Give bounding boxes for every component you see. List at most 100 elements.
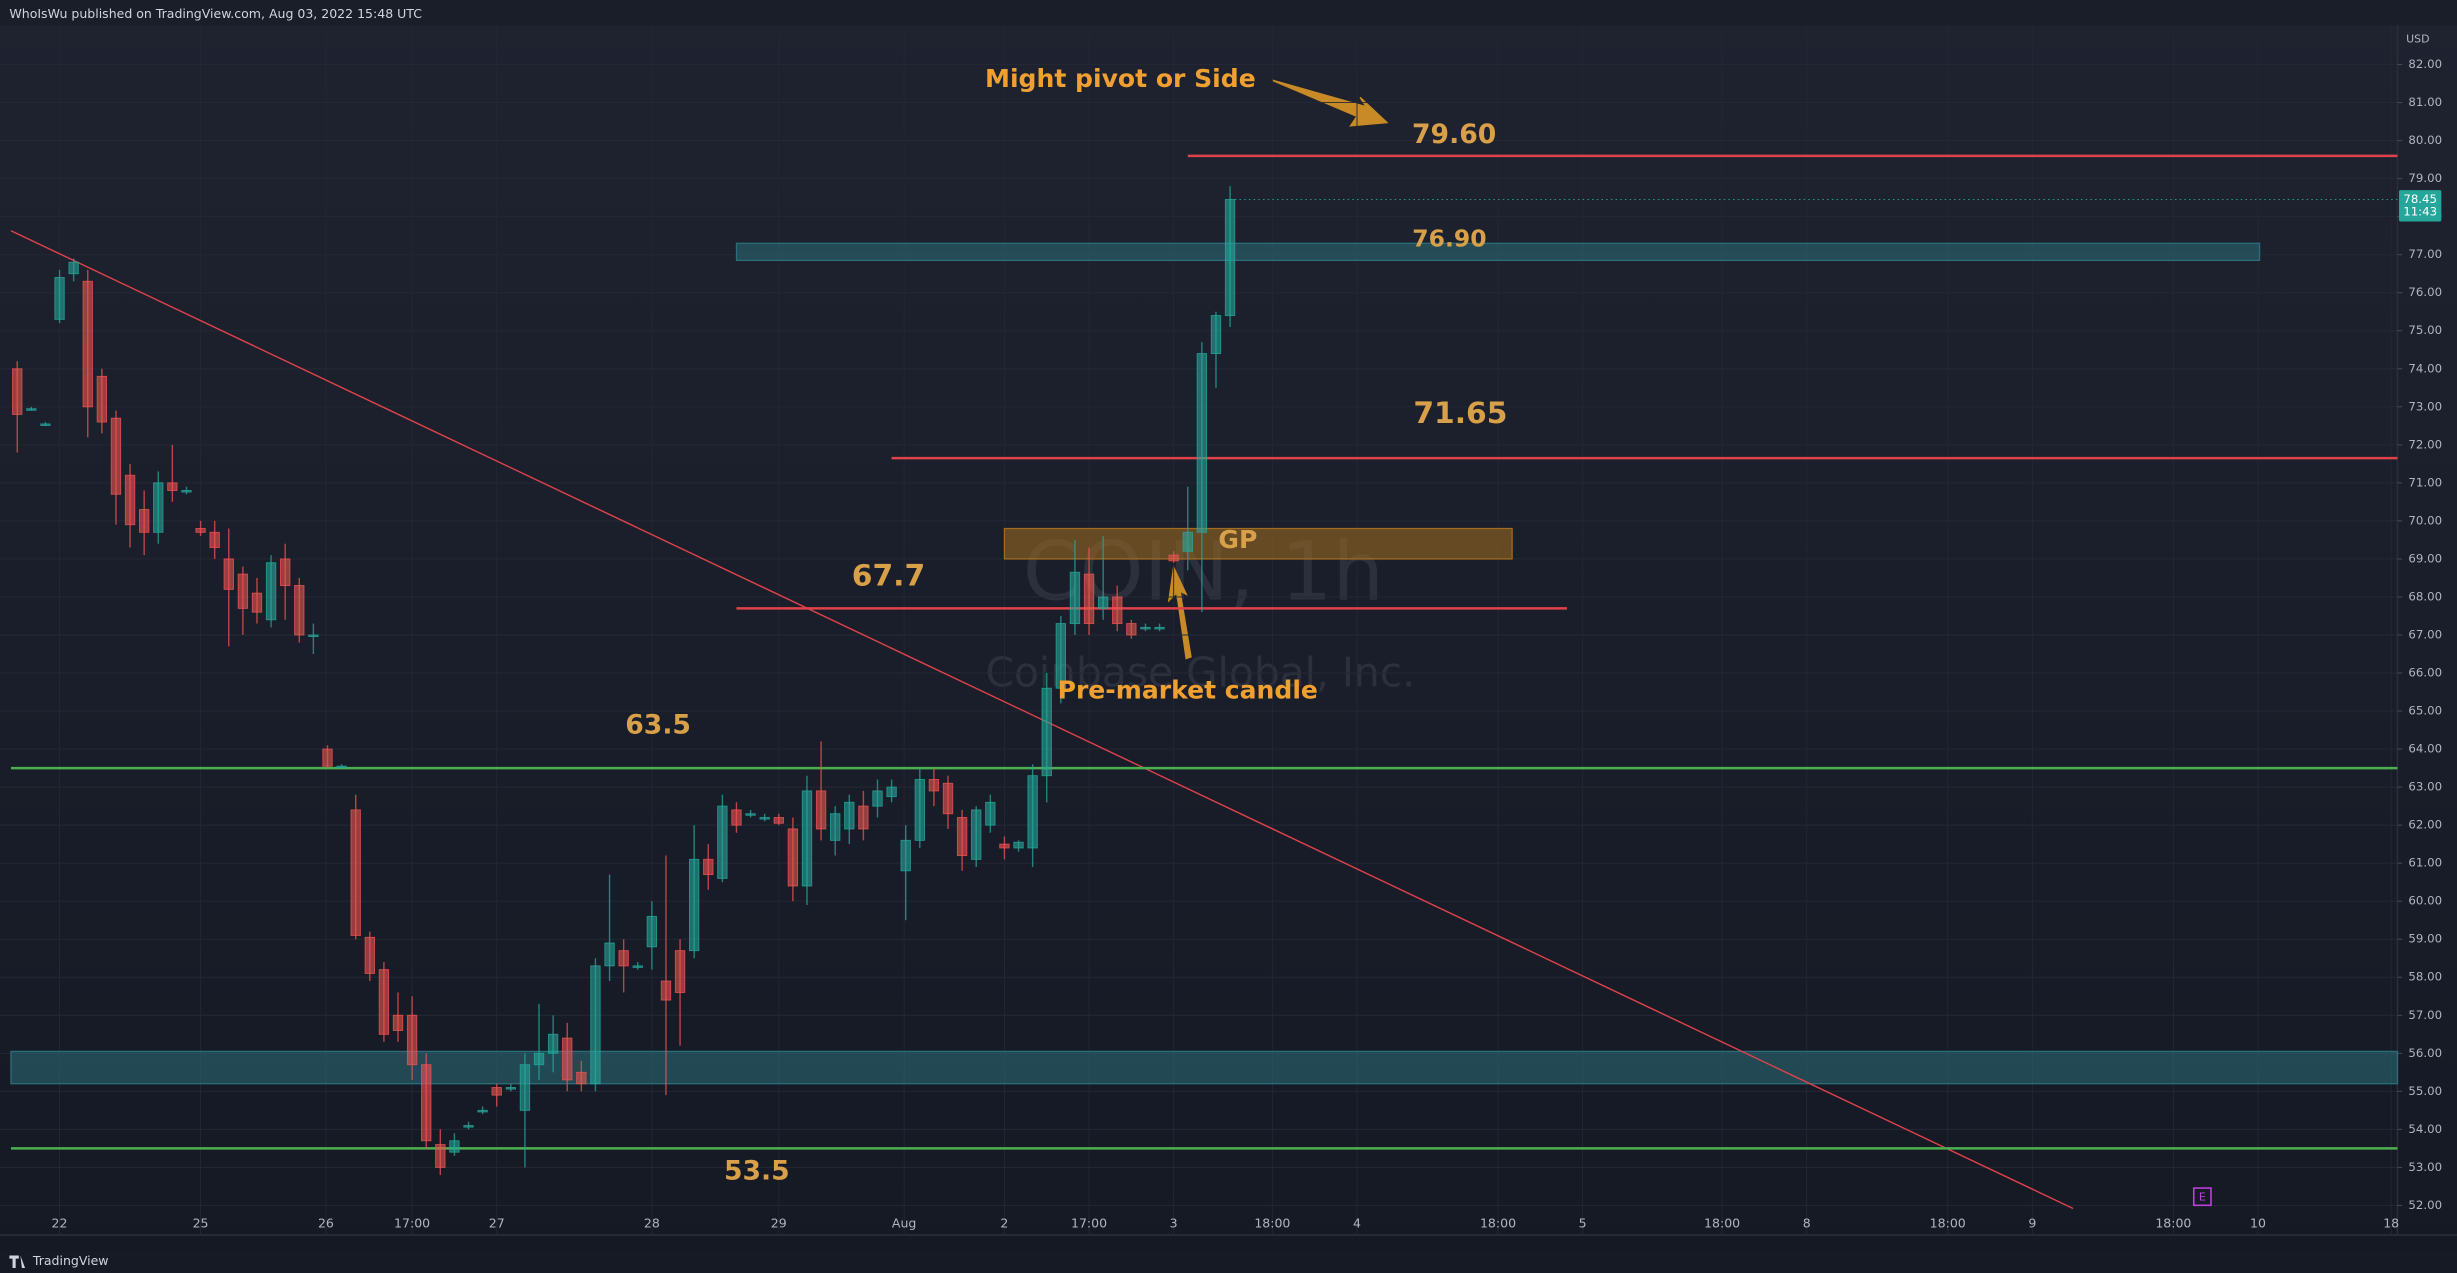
- y-tick-label: 59.00: [2408, 932, 2442, 946]
- candle-body: [378, 969, 390, 1035]
- y-tick-label: 53.00: [2408, 1160, 2442, 1174]
- candle-body: [392, 1014, 404, 1031]
- y-tick-label: 52.00: [2408, 1198, 2442, 1212]
- x-tick-label: 8: [1803, 1216, 1811, 1231]
- y-tick-label: 79.00: [2408, 171, 2442, 185]
- candle-body: [1112, 596, 1123, 625]
- level-label: 79.60: [1412, 119, 1496, 150]
- candle-body: [138, 509, 150, 533]
- x-tick-label: 27: [489, 1216, 505, 1231]
- x-tick-label: 28: [644, 1216, 660, 1231]
- candle-body: [830, 813, 841, 841]
- candle-body: [1083, 573, 1095, 625]
- candle-body: [265, 562, 277, 621]
- candle-body: [322, 748, 333, 767]
- x-tick-label: 22: [52, 1216, 68, 1231]
- candle-body: [463, 1125, 474, 1128]
- candle-body: [1027, 775, 1038, 849]
- y-tick-label: 68.00: [2408, 589, 2442, 603]
- y-tick-label: 75.00: [2408, 323, 2442, 337]
- candle-body: [435, 1144, 446, 1168]
- candle-body: [1210, 315, 1222, 355]
- candle-body: [562, 1037, 573, 1081]
- zone: [10, 1050, 2399, 1085]
- candle-body: [294, 585, 305, 636]
- annotation: Might pivot or Side: [985, 64, 1256, 93]
- candle-body: [68, 261, 79, 275]
- x-tick-label: 17:00: [394, 1216, 430, 1231]
- candle-body: [604, 942, 615, 967]
- candle-body: [1126, 623, 1137, 636]
- candle-body: [1055, 623, 1067, 689]
- candle-body: [985, 801, 996, 826]
- y-tick-label: 54.00: [2408, 1122, 2442, 1136]
- candle-body: [773, 817, 784, 824]
- countdown-label: 11:43: [2403, 205, 2437, 219]
- candle-body: [745, 813, 756, 816]
- y-tick-label: 80.00: [2408, 133, 2442, 147]
- candle-body: [872, 790, 883, 807]
- currency-label: USD: [2406, 32, 2429, 45]
- x-tick-label: 9: [2028, 1216, 2036, 1231]
- candle-body: [110, 417, 122, 495]
- candle-body: [167, 482, 178, 491]
- candle-body: [505, 1087, 517, 1090]
- zone: [735, 242, 2261, 262]
- x-tick-label: 18:00: [1480, 1216, 1516, 1231]
- candle-body: [858, 805, 869, 830]
- candle-body: [547, 1033, 559, 1054]
- candle-body: [632, 965, 643, 968]
- candle-body: [350, 809, 361, 936]
- x-tick-label: 18: [2383, 1216, 2399, 1231]
- candle-body: [449, 1140, 460, 1153]
- candle-body: [223, 558, 234, 590]
- candle-body: [533, 1052, 545, 1066]
- x-tick-label: 18:00: [1930, 1216, 1966, 1231]
- footer-text: TradingView: [32, 1253, 109, 1268]
- y-tick-label: 57.00: [2408, 1008, 2442, 1022]
- y-tick-label: 81.00: [2408, 95, 2442, 109]
- candle-body: [40, 423, 51, 426]
- x-tick-label: 18:00: [2155, 1216, 2191, 1231]
- candle-body: [1224, 199, 1236, 317]
- y-tick-label: 63.00: [2408, 780, 2442, 794]
- candle-body: [759, 817, 770, 820]
- candle-body: [1041, 687, 1052, 777]
- candle-body: [590, 965, 601, 1085]
- level-label: 63.5: [625, 709, 691, 740]
- candle-body: [54, 277, 65, 320]
- x-tick-label: 18:00: [1254, 1216, 1290, 1231]
- y-tick-label: 62.00: [2408, 818, 2442, 832]
- y-tick-label: 55.00: [2408, 1084, 2442, 1098]
- candle-body: [1182, 531, 1193, 552]
- y-tick-label: 66.00: [2408, 666, 2442, 680]
- footer-logo: [9, 1255, 26, 1268]
- candle-body: [787, 828, 799, 887]
- candle-body: [1168, 554, 1179, 562]
- y-tick-label: 77.00: [2408, 247, 2442, 261]
- candle-body: [1140, 626, 1151, 630]
- candle-body: [1069, 571, 1081, 625]
- earnings-marker: E: [2199, 1190, 2206, 1203]
- zone-label: 76.90: [1412, 225, 1486, 253]
- candle-body: [731, 809, 742, 826]
- candle-body: [12, 368, 23, 415]
- candle-body: [477, 1109, 488, 1113]
- y-tick-label: 70.00: [2408, 513, 2442, 527]
- x-tick-label: 18:00: [1704, 1216, 1740, 1231]
- x-tick-label: 10: [2250, 1216, 2266, 1231]
- x-tick-label: 17:00: [1071, 1216, 1107, 1231]
- y-tick-label: 72.00: [2408, 437, 2442, 451]
- candle-body: [914, 779, 925, 841]
- zone: [1003, 527, 1513, 560]
- candle-body: [1154, 626, 1165, 630]
- candle-body: [928, 779, 940, 792]
- header-bar: [0, 0, 2457, 26]
- candle-body: [364, 936, 375, 974]
- candle-body: [519, 1064, 531, 1111]
- x-tick-label: 25: [193, 1216, 209, 1231]
- level-label: 71.65: [1413, 396, 1507, 431]
- x-tick-label: 2: [1000, 1216, 1008, 1231]
